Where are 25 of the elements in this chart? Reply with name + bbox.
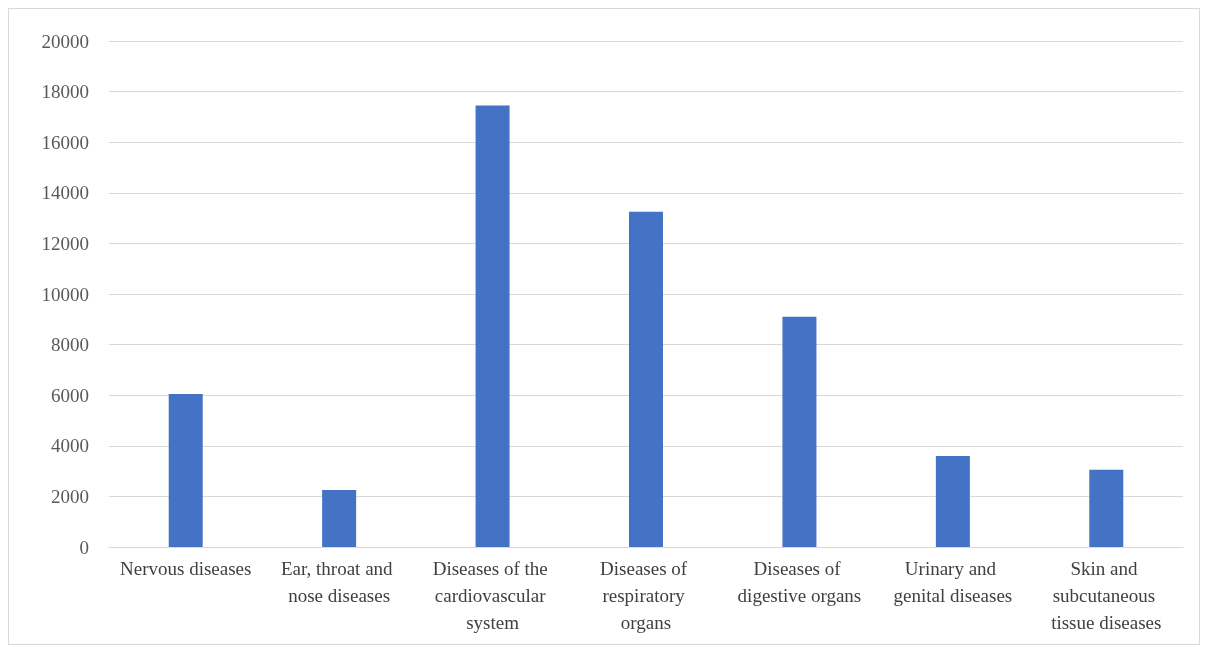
x-tick-label: Diseases of respiratory organs — [600, 558, 692, 633]
x-tick-label: Ear, throat and nose diseases — [280, 558, 398, 606]
y-tick-label: 16000 — [41, 131, 89, 153]
y-tick-label: 8000 — [51, 334, 89, 356]
x-tick-label: Urinary and genital diseases — [893, 558, 1013, 606]
bar — [322, 490, 357, 547]
y-tick-label: 10000 — [41, 283, 89, 305]
bar — [782, 316, 817, 547]
y-tick-label: 0 — [79, 536, 89, 558]
y-tick-label: 4000 — [51, 435, 89, 457]
y-tick-label: 14000 — [41, 182, 89, 204]
y-tick-label: 6000 — [51, 384, 89, 406]
bar — [475, 105, 510, 547]
y-tick-label: 12000 — [41, 232, 89, 254]
y-tick-label: 18000 — [41, 81, 89, 103]
y-tick-label: 2000 — [51, 485, 89, 507]
x-tick-label: Diseases of the cardiovascular system — [432, 558, 553, 633]
bar — [1089, 469, 1124, 547]
bar — [168, 393, 203, 547]
bar — [629, 211, 663, 547]
y-tick-label: 20000 — [41, 30, 89, 52]
x-tick-label: Skin and subcutaneous tissue diseases — [1051, 558, 1162, 633]
x-tick-label: Nervous diseases — [120, 558, 252, 579]
bar — [935, 455, 970, 547]
x-tick-label: Diseases of digestive organs — [737, 558, 862, 606]
